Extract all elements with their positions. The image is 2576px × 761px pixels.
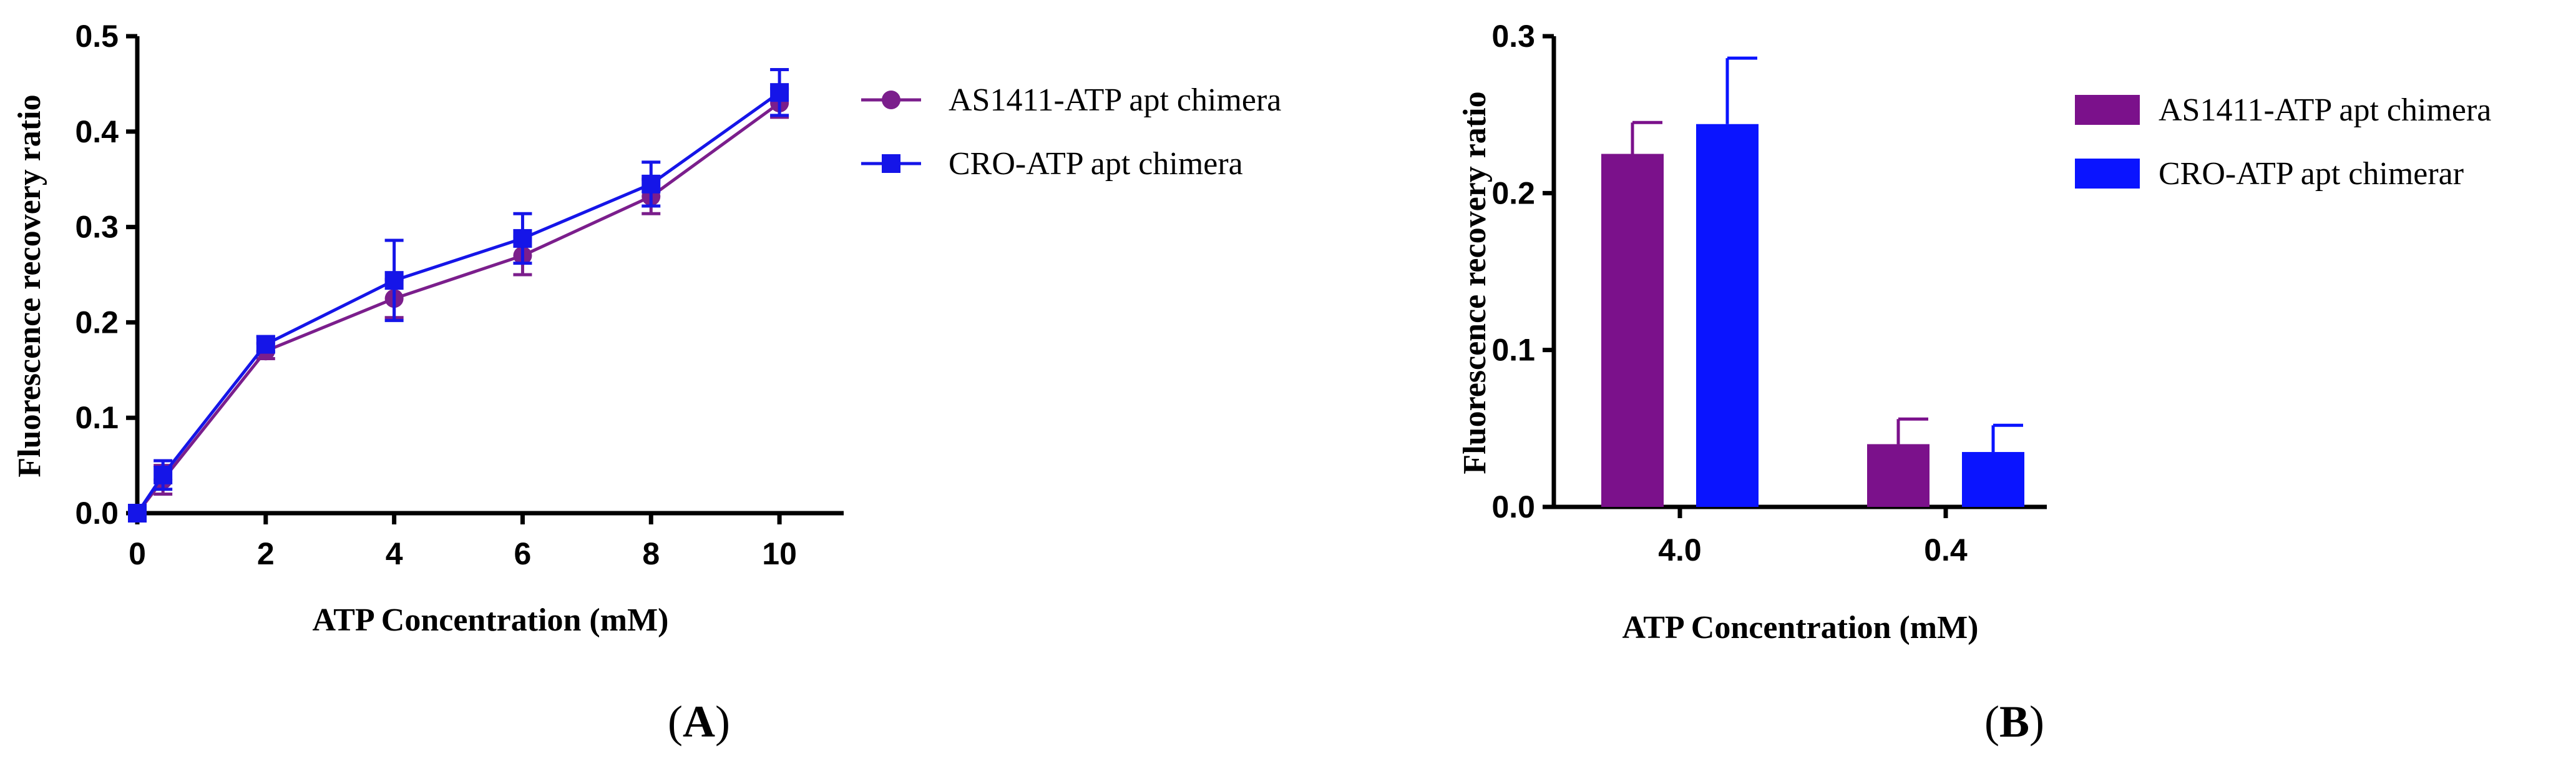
legend-label: CRO-ATP apt chimerar (2159, 156, 2464, 192)
legend-item-1: AS1411-ATP apt chimera (861, 82, 1281, 118)
y-tick-label: 0.0 (75, 496, 119, 531)
y-tick-label: 0.4 (75, 114, 119, 149)
y-axis-title: Fluorescence recovery ratio (12, 94, 47, 477)
x-tick-label: 4 (386, 536, 403, 571)
legend-label: AS1411-ATP apt chimera (949, 82, 1281, 118)
y-tick-label: 0.3 (75, 210, 119, 245)
y-tick-label: 0.0 (1491, 489, 1535, 524)
y-tick-label: 0.2 (75, 305, 119, 340)
panel-label-a: (A) (668, 697, 730, 747)
y-axis-title: Fluorescence recovery ratio (1457, 91, 1493, 474)
x-axis-title: ATP Concentration (mM) (313, 602, 669, 638)
bar (1696, 124, 1759, 507)
series-line (135, 91, 781, 514)
data-point (256, 335, 275, 354)
bar (1601, 154, 1664, 507)
x-tick-label: 0 (129, 536, 146, 571)
legend-marker (882, 154, 900, 173)
x-tick-label: 0.4 (1924, 533, 1968, 567)
panel-label-b: (B) (1984, 697, 2044, 747)
data-point (128, 504, 147, 523)
legend-label: AS1411-ATP apt chimera (2159, 92, 2491, 128)
data-point (513, 228, 532, 248)
y-tick-label: 0.1 (75, 400, 119, 435)
y-tick-label: 0.2 (1491, 175, 1535, 210)
x-tick-label: 6 (514, 536, 532, 571)
legend-marker (882, 91, 900, 109)
bar (1962, 452, 2024, 507)
legend-item-2: CRO-ATP apt chimera (861, 146, 1243, 182)
y-tick-label: 0.1 (1491, 333, 1535, 368)
x-tick-label: 2 (257, 536, 275, 571)
legend-swatch (2075, 159, 2140, 189)
legend-item-2: CRO-ATP apt chimerar (2075, 156, 2464, 192)
legend-item-1: AS1411-ATP apt chimera (2075, 92, 2491, 128)
y-tick-label: 0.3 (1491, 19, 1535, 54)
legend-label: CRO-ATP apt chimera (949, 146, 1243, 182)
data-point (384, 271, 404, 290)
chart-b: 0.0 0.1 0.2 0.3 4.0 0.4 ATP Concentration (mM)… (1457, 19, 2491, 646)
series-1 (128, 87, 789, 523)
x-tick-label: 4.0 (1658, 533, 1702, 567)
legend-swatch (2075, 95, 2140, 125)
bar (1867, 444, 1930, 507)
data-point (154, 465, 173, 484)
chart-a: 0.0 0.1 0.2 0.3 0.4 0.5 0 2 4 6 8 10 ATP Concentrati… (12, 19, 1281, 638)
x-axis-title: ATP Concentration (mM) (1622, 610, 1979, 646)
data-point (642, 174, 661, 194)
series-line (136, 101, 781, 514)
x-tick-label: 8 (642, 536, 660, 571)
data-point (770, 83, 789, 102)
series-2 (128, 67, 789, 523)
y-tick-label: 0.5 (75, 19, 119, 54)
x-tick-label: 10 (762, 536, 797, 571)
